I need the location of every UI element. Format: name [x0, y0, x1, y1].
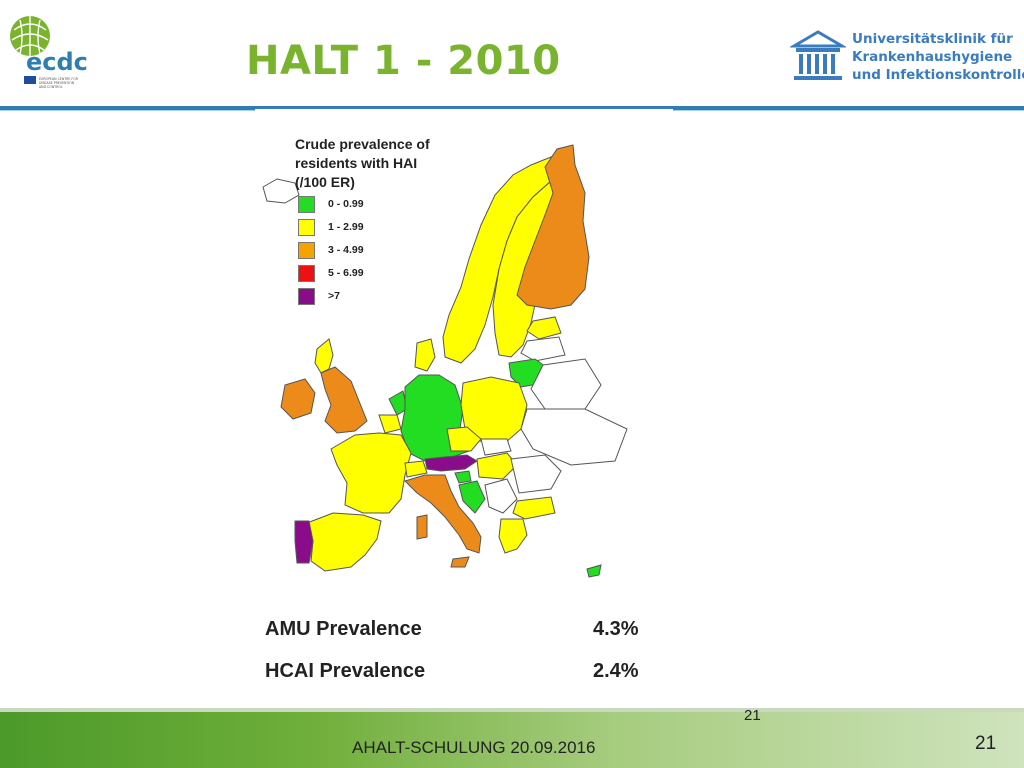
ecdc-wordmark: ecdc — [26, 48, 88, 76]
legend-label: 3 - 4.99 — [328, 244, 364, 256]
map-region-switzerland — [404, 460, 428, 478]
map-region-belgium — [378, 414, 402, 434]
stat-value-hcai: 2.4% — [593, 660, 639, 682]
europe-prevalence-map: Crude prevalence of residents with HAI (… — [255, 108, 673, 579]
map-region-portugal — [294, 520, 314, 564]
map-region-ukraine — [520, 408, 628, 466]
svg-text:DISEASE PREVENTION: DISEASE PREVENTION — [39, 81, 75, 85]
stat-label-amu: AMU Prevalence — [265, 618, 422, 640]
institution-line-1: Universitätsklinik für — [852, 31, 1013, 47]
legend-label: 1 - 2.99 — [328, 221, 364, 233]
page-number: 21 — [975, 733, 997, 754]
ecdc-logo: ecdc EUROPEAN CENTRE FOR DISEASE PREVENT… — [6, 10, 92, 90]
stat-row-amu: AMU Prevalence 4.3% — [265, 618, 685, 660]
map-region-estonia — [526, 316, 562, 340]
map-legend: Crude prevalence of residents with HAI (… — [295, 135, 455, 307]
map-region-uk — [320, 366, 368, 434]
map-region-iceland — [262, 178, 300, 204]
legend-swatch — [298, 195, 315, 213]
map-region-france — [330, 432, 412, 514]
map-region-finland — [516, 144, 590, 310]
stat-value-amu: 4.3% — [593, 618, 639, 640]
legend-swatch — [298, 241, 315, 259]
legend-item: >7 — [295, 285, 455, 307]
footer-divider — [0, 708, 1024, 712]
map-region-denmark — [414, 338, 436, 372]
map-region-bulgaria — [512, 496, 556, 520]
university-building-icon — [788, 30, 848, 82]
map-region-slovakia — [480, 438, 512, 456]
map-region-spain — [306, 512, 382, 572]
legend-title-line-3: (/100 ER) — [295, 174, 355, 190]
page-number-top: 21 — [744, 707, 761, 724]
legend-label: >7 — [328, 290, 340, 302]
map-region-scotland — [314, 338, 334, 374]
map-region-croatia — [458, 480, 486, 514]
legend-item: 3 - 4.99 — [295, 239, 455, 261]
map-region-italy — [404, 474, 482, 554]
map-region-poland — [460, 376, 528, 444]
legend-title-line-1: Crude prevalence of — [295, 136, 430, 152]
map-region-sicily — [450, 556, 470, 568]
legend-swatch — [298, 218, 315, 236]
map-region-latvia — [520, 336, 566, 362]
footer-band — [0, 712, 1024, 768]
stat-label-hcai: HCAI Prevalence — [265, 660, 426, 682]
legend-item: 5 - 6.99 — [295, 262, 455, 284]
svg-text:EUROPEAN CENTRE FOR: EUROPEAN CENTRE FOR — [39, 77, 79, 81]
map-region-cyprus — [586, 564, 602, 578]
legend-title: Crude prevalence of residents with HAI (… — [295, 135, 455, 192]
legend-item: 1 - 2.99 — [295, 216, 455, 238]
map-region-slovenia — [454, 470, 472, 484]
institution-line-2: Krankenhaushygiene — [852, 49, 1013, 65]
footer-text: AHALT-SCHULUNG 20.09.2016 — [352, 738, 596, 757]
map-region-greece — [498, 518, 528, 554]
map-region-hungary — [476, 452, 518, 480]
svg-text:AND CONTROL: AND CONTROL — [39, 85, 63, 89]
map-region-sardinia — [416, 514, 428, 540]
slide-title: HALT 1 - 2010 — [246, 38, 561, 84]
legend-label: 0 - 0.99 — [328, 198, 364, 210]
institution-name: Universitätsklinik für Krankenhaushygien… — [852, 30, 1024, 84]
legend-item: 0 - 0.99 — [295, 193, 455, 215]
legend-label: 5 - 6.99 — [328, 267, 364, 279]
prevalence-stats: AMU Prevalence 4.3% HCAI Prevalence 2.4% — [265, 618, 685, 702]
stat-row-hcai: HCAI Prevalence 2.4% — [265, 660, 685, 702]
legend-title-line-2: residents with HAI — [295, 155, 418, 171]
map-region-serbia — [484, 478, 518, 514]
map-region-ireland — [280, 378, 316, 420]
map-region-romania — [510, 454, 562, 494]
map-region-czechia — [446, 426, 482, 452]
map-region-austria — [424, 454, 478, 472]
institution-line-3: und Infektionskontrolle — [852, 67, 1024, 83]
legend-swatch — [298, 264, 315, 282]
legend-swatch — [298, 287, 315, 305]
